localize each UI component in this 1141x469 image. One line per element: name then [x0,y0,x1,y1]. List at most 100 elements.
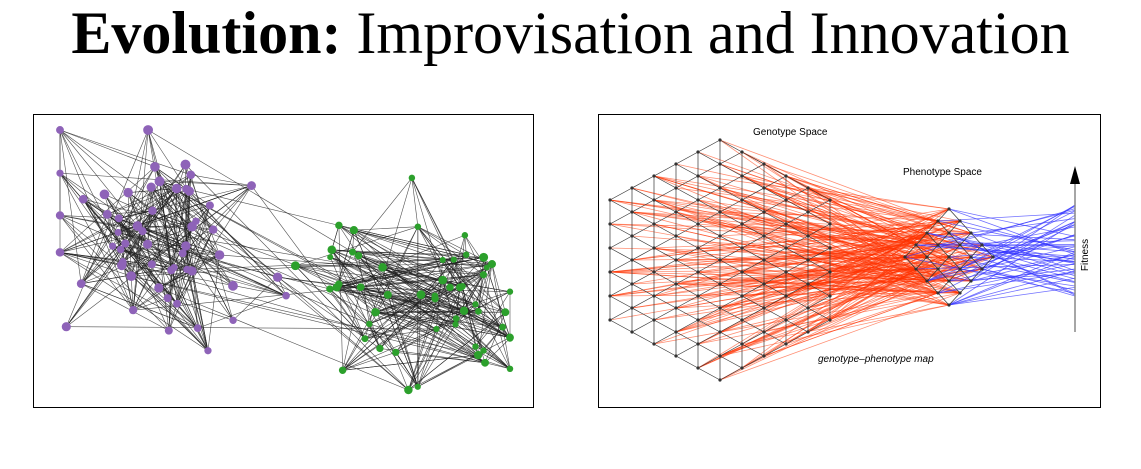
lattice-edge [719,175,743,189]
lattice-edge [948,292,961,306]
map-line [763,220,939,333]
lattice-edge [653,331,677,345]
lattice-edge [675,151,699,165]
lattice-node [936,291,940,295]
edge [131,275,198,329]
map-line [675,220,961,261]
lattice-edge [937,244,950,258]
edge [369,295,436,325]
node [148,206,157,215]
right-frame [598,114,1101,408]
edge [176,174,192,304]
node [128,306,138,315]
edge [417,226,487,268]
map-line [653,175,961,246]
lattice-node [674,186,678,190]
lattice-node [740,270,744,274]
lattice-edge [653,283,677,297]
edge [137,181,160,227]
lattice-node [696,294,700,298]
lattice-node [784,198,788,202]
lattice-node [696,246,700,250]
lattice-edge [926,256,939,270]
fitness-arrow [1070,166,1080,184]
fitness-line [970,268,1076,282]
map-line [697,151,928,234]
node [132,221,143,231]
lattice-edge [937,256,950,270]
lattice-edge [741,319,765,333]
edge [295,265,339,285]
edge [186,188,287,296]
node [272,272,283,282]
map-line [697,244,917,249]
lattice-edge [631,319,655,333]
lattice-edge [926,220,939,234]
edge [342,352,396,371]
edge [80,214,108,284]
map-line [653,292,939,345]
edge [159,181,479,356]
edge [353,229,443,261]
edge [379,259,454,349]
map-line [653,175,928,258]
node [431,292,439,300]
edge [212,185,252,230]
edge [59,129,121,250]
node [150,162,160,172]
map-line [609,232,950,297]
lattice-node [740,222,744,226]
node [126,271,137,282]
lattice-edge [697,199,721,213]
map-line [675,256,950,333]
lattice-edge [807,247,831,261]
lattice-edge [697,367,721,381]
lattice-edge [741,223,765,237]
lattice-edge [763,295,787,309]
edge [118,210,153,219]
lattice-edge [785,247,809,261]
node [56,169,64,177]
edge [118,218,178,304]
map-line [697,208,950,321]
lattice-edge [675,235,699,249]
edge [122,188,177,263]
edge [133,274,484,311]
lattice-edge [741,151,765,165]
edge [338,259,443,285]
lattice-node [740,342,744,346]
fitness-line [904,256,1076,294]
edge [336,287,366,339]
lattice-edge [719,223,743,237]
edge [125,243,160,289]
lattice-node [608,270,612,274]
lattice-node [762,354,766,358]
title-bold: Evolution: [71,0,342,66]
edge [197,295,287,329]
lattice-node [630,330,634,334]
lattice-edge [785,307,809,321]
node [479,271,488,279]
lattice-edge [697,259,721,273]
fitness-line [970,214,1076,282]
lattice-edge [675,259,699,273]
map-line [719,163,994,258]
node [438,275,448,285]
lattice-edge [807,319,831,333]
lattice-edge [959,256,972,270]
edge [442,259,487,268]
lattice-edge [785,187,809,201]
lattice-node [718,138,722,142]
edge [190,174,252,186]
edge [331,249,436,297]
lattice-edge [915,244,928,258]
phenotype-label: Phenotype Space [903,167,982,178]
fitness-line [970,232,1076,271]
fitness-line [915,240,1076,246]
node [55,211,65,220]
lattice-edge [937,292,950,306]
map-line [697,247,928,258]
edge [132,231,143,311]
fitness-line [948,232,1076,295]
